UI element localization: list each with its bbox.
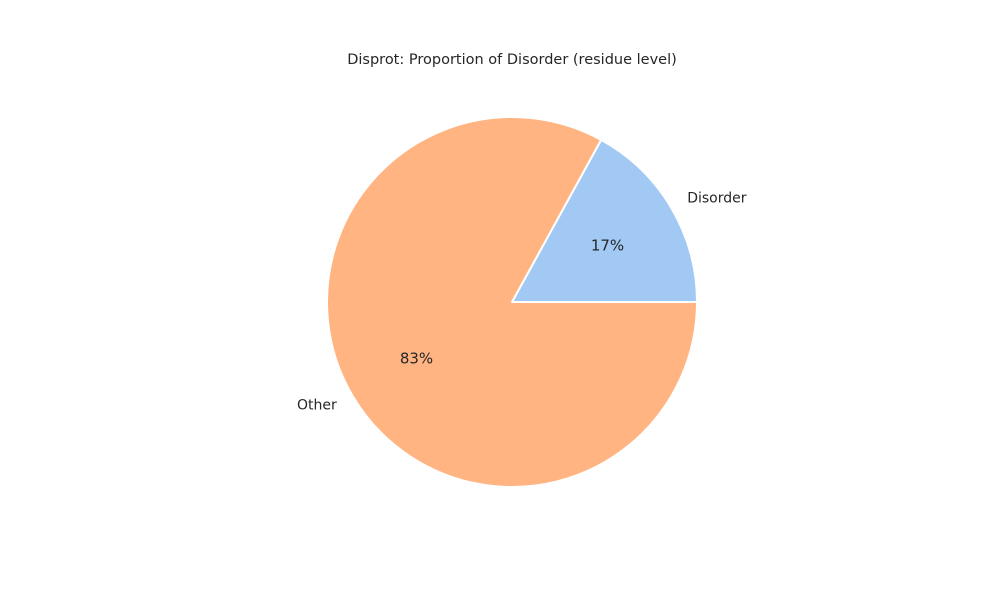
pie-slice-disorder xyxy=(511,138,698,303)
pie-slices xyxy=(326,116,698,488)
pie-labels: Disorder 17% Other 83% xyxy=(297,190,747,413)
pct-label-other: 83% xyxy=(400,350,433,368)
slice-label-other: Other xyxy=(297,398,337,414)
slice-label-disorder: Disorder xyxy=(687,190,747,206)
pie-slice-other xyxy=(326,116,698,488)
chart-title: Disprot: Proportion of Disorder (residue… xyxy=(347,52,677,68)
pct-label-disorder: 17% xyxy=(591,237,624,255)
